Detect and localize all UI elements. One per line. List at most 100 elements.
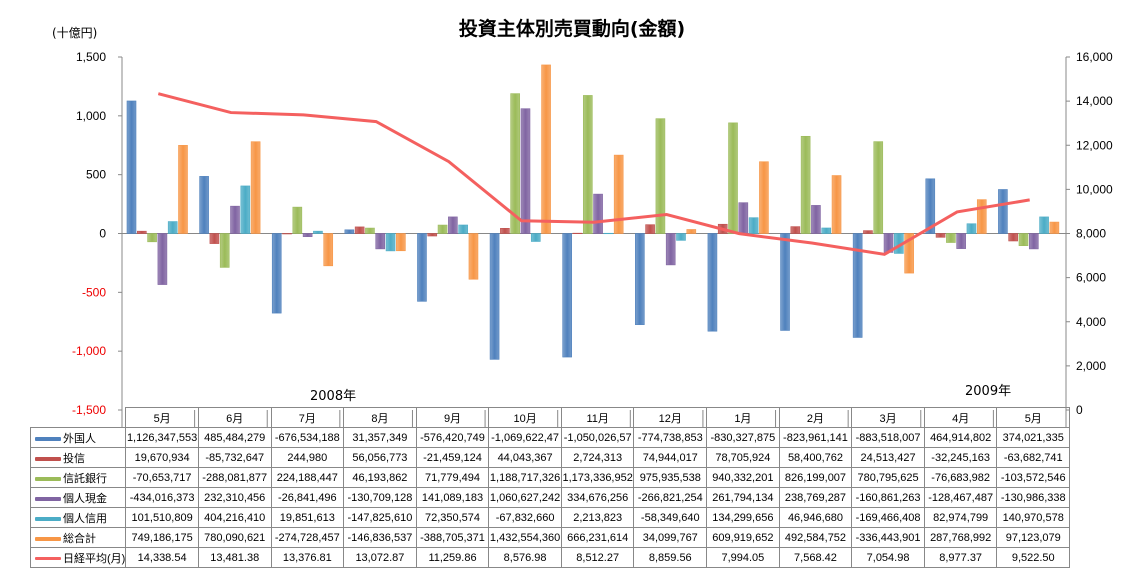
bar-個人信用-6月 <box>240 185 251 234</box>
data-label: -266,821,254 <box>633 487 708 508</box>
data-label: 287,768,992 <box>923 527 998 548</box>
bar-外国人-3月 <box>852 233 863 338</box>
data-label: 1,173,336,952 <box>560 467 635 488</box>
bar-外国人-2月 <box>780 233 790 331</box>
data-label: 31,357,349 <box>343 427 417 448</box>
bar-総合計-2月 <box>831 175 842 234</box>
x-tick-label: 5月 <box>996 407 1071 428</box>
legend-label: 個人現金 <box>63 492 107 505</box>
data-label: -883,518,007 <box>851 427 925 448</box>
bar-投信-9月 <box>427 233 438 237</box>
bar-個人現金-1月 <box>738 202 749 234</box>
bar-総合計-9月 <box>468 233 479 280</box>
data-label: 78,705,924 <box>706 447 780 468</box>
bar-信託銀行-2月 <box>800 135 811 234</box>
bar-外国人-9月 <box>417 233 427 302</box>
bar-総合計-5月 <box>1049 221 1060 234</box>
data-label: -147,825,610 <box>343 507 417 528</box>
data-label: 1,432,554,360 <box>488 527 562 548</box>
data-label: 13,376.81 <box>270 547 345 568</box>
y-tick-label: -500 <box>82 285 106 299</box>
data-label: 13,481.38 <box>197 547 272 568</box>
data-label: -103,572,546 <box>996 467 1071 488</box>
table-corner <box>30 407 127 428</box>
y2-tick-label: 2,000 <box>1076 359 1106 373</box>
data-label: 9,522.50 <box>996 547 1071 568</box>
bar-個人現金-7月 <box>302 233 313 237</box>
data-label: 44,043,367 <box>488 447 562 468</box>
data-label: 11,259.86 <box>415 547 490 568</box>
bar-個人現金-5月 <box>157 233 168 285</box>
bar-個人信用-2月 <box>821 227 832 234</box>
data-label: 940,332,201 <box>706 467 780 488</box>
data-label: 485,484,279 <box>197 427 272 448</box>
data-label: 261,794,134 <box>706 487 780 508</box>
bar-総合計-8月 <box>396 233 406 252</box>
bar-信託銀行-10月 <box>510 93 520 234</box>
data-label: -128,467,487 <box>923 487 998 508</box>
data-label: 8,512.27 <box>560 547 635 568</box>
bar-投信-8月 <box>354 226 365 234</box>
bar-投信-10月 <box>500 228 510 234</box>
bar-総合計-1月 <box>759 161 769 234</box>
data-label: 141,089,183 <box>415 487 490 508</box>
data-label: 492,584,752 <box>778 527 853 548</box>
data-label: -1,050,026,57 <box>560 427 635 448</box>
bar-個人現金-5月 <box>1028 233 1039 250</box>
data-label: 826,199,007 <box>778 467 853 488</box>
x-tick-label: 6月 <box>197 407 272 428</box>
data-label: 749,186,175 <box>125 527 199 548</box>
x-tick-label: 3月 <box>851 407 925 428</box>
data-label: 780,795,625 <box>851 467 925 488</box>
data-label: 374,021,335 <box>996 427 1071 448</box>
data-label: 404,216,410 <box>197 507 272 528</box>
data-label: 46,946,680 <box>778 507 853 528</box>
data-label: 72,350,574 <box>415 507 490 528</box>
x-tick-label: 11月 <box>560 407 635 428</box>
x-tick-label: 5月 <box>125 407 199 428</box>
bar-個人信用-1月 <box>748 217 759 234</box>
x-tick-label: 1月 <box>706 407 780 428</box>
data-label: 666,231,614 <box>560 527 635 548</box>
x-tick-label: 12月 <box>633 407 708 428</box>
bar-個人現金-6月 <box>230 205 240 234</box>
data-label: 2,724,313 <box>560 447 635 468</box>
data-label: -823,961,141 <box>778 427 853 448</box>
bar-総合計-6月 <box>250 141 261 234</box>
data-label: 7,994.05 <box>706 547 780 568</box>
bar-個人現金-10月 <box>520 108 531 234</box>
data-label: 134,299,656 <box>706 507 780 528</box>
bar-外国人-11月 <box>562 233 572 358</box>
bar-投信-3月 <box>863 230 873 234</box>
data-label: 46,193,862 <box>343 467 417 488</box>
data-table: 5月 6月 7月 8月 9月 10月 11月 12月 1月 2月 3月 4月 5月 外国人 1,126,34… <box>29 407 1071 568</box>
bar-総合計-12月 <box>686 229 697 234</box>
bar-信託銀行-6月 <box>219 233 230 268</box>
data-label: -1,069,622,47 <box>488 427 562 448</box>
bar-個人現金-11月 <box>593 193 603 234</box>
bar-信託銀行-5月 <box>1018 233 1029 246</box>
y-tick-label: 1,500 <box>76 50 106 64</box>
bar-総合計-3月 <box>904 233 914 274</box>
bar-外国人-6月 <box>199 176 209 234</box>
data-label: 334,676,256 <box>560 487 635 508</box>
data-label: -58,349,640 <box>633 507 708 528</box>
bar-投信-7月 <box>282 233 292 235</box>
table-row: 個人現金 -434,016,373 232,310,456 -26,841,496 -1… <box>29 487 1071 508</box>
bar-信託銀行-3月 <box>873 141 884 234</box>
data-label: 8,576.98 <box>488 547 562 568</box>
y-tick-label: 0 <box>99 227 106 241</box>
y2-tick-label: 8,000 <box>1076 227 1106 241</box>
legend-key <box>35 536 61 541</box>
bar-個人現金-4月 <box>956 233 966 249</box>
data-label: -274,728,457 <box>270 527 345 548</box>
bar-外国人-7月 <box>271 233 282 314</box>
data-label: 244,980 <box>270 447 345 468</box>
table-row: 日経平均(月) 14,338.54 13,481.38 13,376.81 13,072… <box>29 547 1071 568</box>
y2-tick-label: 14,000 <box>1076 94 1113 108</box>
data-label: 82,974,799 <box>923 507 998 528</box>
bar-外国人-12月 <box>635 233 645 325</box>
data-label: 464,914,802 <box>923 427 998 448</box>
legend-label: 外国人 <box>63 432 96 445</box>
y-axis-unit: (十億円) <box>52 26 98 40</box>
